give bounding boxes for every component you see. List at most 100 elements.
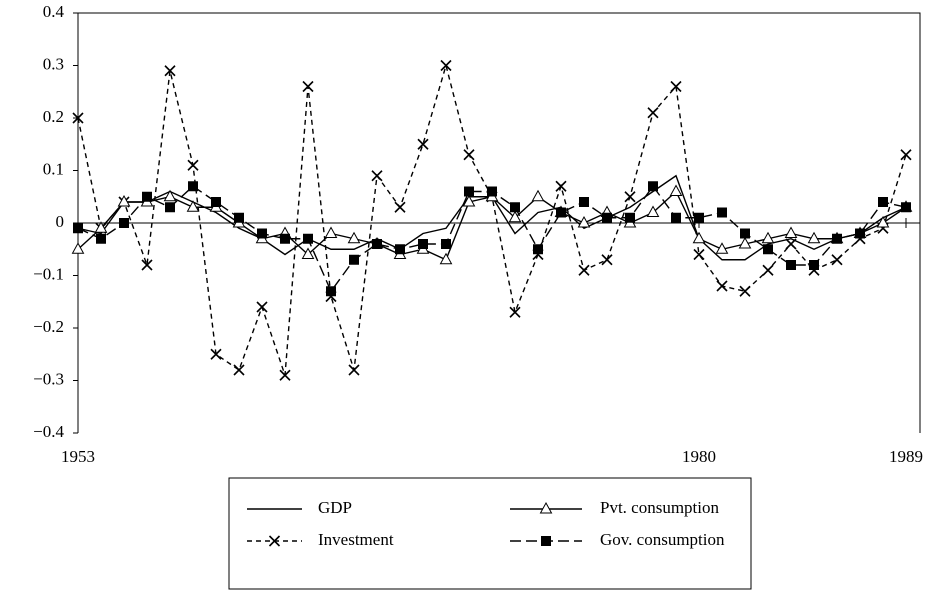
series-line [77,185,907,293]
square-marker [671,212,681,223]
marker-stroke [417,138,429,150]
square-marker [441,239,451,249]
legend-label: Pvt. consumption [600,498,720,517]
marker-stroke [210,348,222,360]
x-marker [739,285,751,297]
x-tick-label: 1953 [61,447,95,466]
x-marker [141,259,153,271]
y-tick-label: 0.2 [43,107,64,126]
x-marker [762,264,774,276]
marker-stroke [670,80,682,93]
x-marker [831,254,843,266]
marker-stroke [785,238,797,250]
x-marker [670,80,682,93]
square-marker [901,202,911,213]
marker-stroke [624,191,636,203]
square-marker [648,181,658,192]
marker-stroke [601,254,613,266]
square-marker [763,244,773,255]
x-marker [302,80,314,93]
y-tick-label: −0.3 [33,369,64,388]
triangle-marker [784,226,798,238]
square-marker [188,181,198,192]
marker-stroke [509,306,521,318]
square-marker [395,244,405,255]
y-tick-label: 0.1 [43,159,64,178]
square-marker [556,207,566,218]
marker-stroke [256,301,268,313]
x-marker [210,348,222,360]
square-marker [280,233,290,244]
square-marker [464,186,474,197]
square-marker [418,239,428,249]
y-tick-label: −0.1 [33,264,64,283]
square-marker [786,260,796,270]
legend-label: GDP [318,498,352,517]
marker-stroke [279,369,291,381]
triangle-marker [439,252,453,265]
triangle-marker [531,189,545,202]
x-marker [72,112,84,124]
square-marker [142,191,152,202]
triangle-marker [71,242,85,254]
square-marker [740,228,750,239]
marker-stroke [555,180,567,192]
x-marker [716,280,728,292]
triangle-marker [94,221,108,233]
triangle-marker [692,231,706,244]
y-tick-label: 0.3 [43,54,64,73]
x-tick-label: 1989 [889,447,923,466]
x-marker [440,59,452,72]
x-marker [601,254,613,266]
triangle-marker [577,215,591,228]
legend-label: Gov. consumption [600,530,725,549]
square-marker [234,212,244,223]
marker-stroke [762,264,774,276]
square-marker [855,228,865,239]
marker-stroke [302,80,314,93]
marker-stroke [463,149,475,161]
triangle-marker [669,184,683,196]
y-tick-label: −0.2 [33,317,64,336]
triangle-marker [761,231,775,244]
square-marker [625,212,635,223]
square-marker [832,233,842,244]
square-marker [326,286,336,297]
x-marker [256,301,268,313]
square-marker [487,186,497,197]
triangle-marker [163,189,177,202]
triangle-marker [186,200,200,212]
marker-stroke [72,112,84,124]
marker-stroke [578,264,590,276]
square-marker [510,202,520,213]
y-tick-label: −0.4 [33,422,64,441]
x-marker [578,264,590,276]
marker-stroke [268,535,281,547]
marker-stroke [831,254,843,266]
triangle-marker [301,247,315,259]
marker-stroke [647,107,659,119]
triangle-marker [715,242,729,254]
x-marker [164,65,176,77]
x-marker [900,149,912,161]
triangle-marker [324,226,338,238]
square-marker [349,254,359,265]
square-marker [96,233,106,244]
legend-label: Investment [318,530,394,549]
square-marker [533,244,543,255]
marker-stroke [348,364,360,376]
x-marker [187,159,199,171]
x-marker [463,149,475,161]
marker-stroke [739,285,751,297]
square-marker [165,202,175,213]
x-marker [417,138,429,150]
triangle-marker [539,501,553,514]
series-line [77,62,907,376]
marker-stroke [141,259,153,271]
triangle-marker [462,194,476,207]
triangle-marker [508,210,522,223]
series-line [77,190,907,261]
x-marker [268,535,281,547]
y-tick-label: 0 [56,212,65,231]
